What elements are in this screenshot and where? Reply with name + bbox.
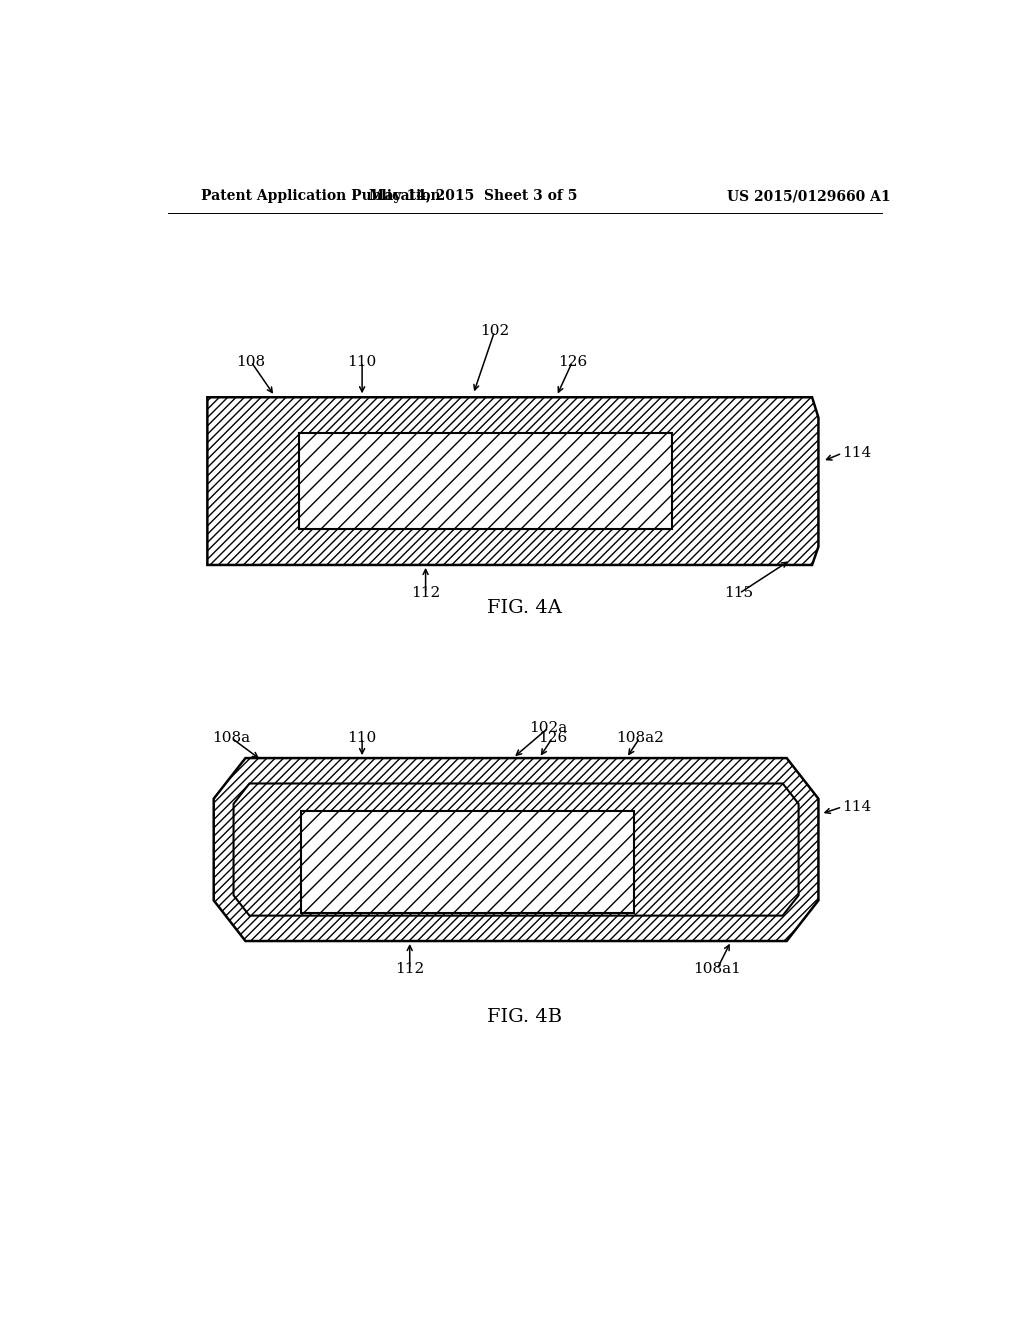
Bar — [301, 810, 634, 912]
Text: 112: 112 — [411, 586, 440, 601]
Text: 126: 126 — [558, 355, 587, 368]
Polygon shape — [214, 758, 818, 941]
Text: 115: 115 — [725, 586, 754, 601]
Text: FIG. 4A: FIG. 4A — [487, 599, 562, 616]
Text: 114: 114 — [842, 446, 871, 461]
Polygon shape — [233, 784, 799, 916]
Text: 108a1: 108a1 — [693, 962, 740, 977]
Text: 102: 102 — [480, 325, 509, 338]
Text: Patent Application Publication: Patent Application Publication — [201, 189, 440, 203]
Text: 108: 108 — [237, 355, 265, 368]
Text: 110: 110 — [347, 355, 377, 368]
Text: 108a2: 108a2 — [615, 731, 664, 744]
Text: 108a: 108a — [212, 731, 250, 744]
Text: 114: 114 — [842, 800, 871, 814]
Text: 126: 126 — [538, 731, 567, 744]
Text: 102a: 102a — [529, 721, 567, 735]
Text: US 2015/0129660 A1: US 2015/0129660 A1 — [727, 189, 891, 203]
Bar — [301, 810, 634, 912]
Text: 110: 110 — [347, 731, 377, 744]
Text: 112: 112 — [395, 962, 424, 977]
Text: May 14, 2015  Sheet 3 of 5: May 14, 2015 Sheet 3 of 5 — [369, 189, 578, 203]
Text: FIG. 4B: FIG. 4B — [487, 1008, 562, 1026]
Polygon shape — [207, 397, 818, 565]
Bar — [299, 433, 672, 529]
Bar — [299, 433, 672, 529]
